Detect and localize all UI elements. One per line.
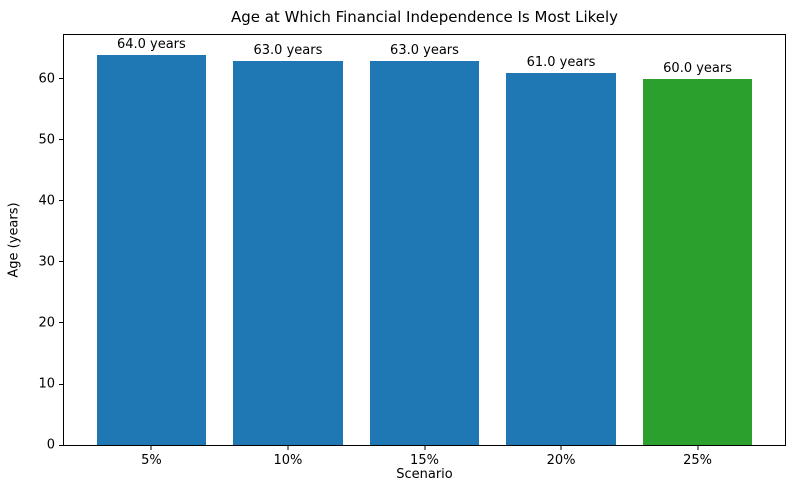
bar (642, 78, 753, 445)
bar-value-label: 61.0 years (526, 54, 596, 70)
x-tick-label: 25% (683, 453, 713, 468)
bar-value-label: 63.0 years (390, 42, 459, 58)
bar-value-label: 63.0 years (253, 42, 323, 58)
x-tick-mark (560, 445, 562, 450)
bar-slot: 64.0 years (96, 35, 206, 445)
bar-slot: 61.0 years (506, 35, 616, 445)
bar (96, 54, 206, 445)
chart-title: Age at Which Financial Independence Is M… (230, 8, 619, 26)
bar (506, 72, 616, 445)
bar (369, 60, 480, 445)
y-tick-mark (59, 261, 64, 263)
y-axis-label: Age (years) (6, 202, 22, 278)
bar-value-label: 60.0 years (663, 60, 733, 76)
y-tick-mark (59, 200, 64, 202)
x-tick-label: 20% (546, 453, 576, 468)
x-tick-label: 5% (141, 453, 162, 468)
bar-slot: 60.0 years (642, 35, 753, 445)
x-tick-mark (424, 445, 425, 450)
y-tick-mark (59, 78, 64, 80)
y-tick-label: 20 (38, 315, 55, 331)
y-tick-mark (59, 444, 64, 446)
y-tick-mark (59, 383, 64, 385)
plot-area: 0 10 20 30 40 50 60 64.0 years 5% 63.0 years 10% 63… (38, 34, 786, 468)
y-tick-label: 30 (38, 254, 55, 270)
bar (233, 60, 343, 445)
bar-value-label: 64.0 years (116, 36, 186, 52)
bar-slot: 63.0 years (369, 35, 480, 445)
y-tick-mark (59, 322, 64, 324)
x-axis-label: Scenario (396, 467, 453, 482)
x-tick-mark (150, 445, 152, 450)
y-tick-mark (59, 139, 64, 141)
x-tick-label: 10% (273, 453, 303, 468)
x-tick-mark (697, 445, 699, 450)
y-tick-label: 60 (38, 71, 55, 87)
y-tick-label: 40 (38, 193, 55, 209)
bar-slot: 63.0 years (233, 35, 343, 445)
y-tick-label: 0 (46, 437, 55, 453)
x-tick-label: 15% (410, 453, 439, 468)
y-tick-label: 10 (38, 376, 55, 392)
y-tick-label: 50 (38, 132, 55, 148)
x-tick-mark (287, 445, 289, 450)
